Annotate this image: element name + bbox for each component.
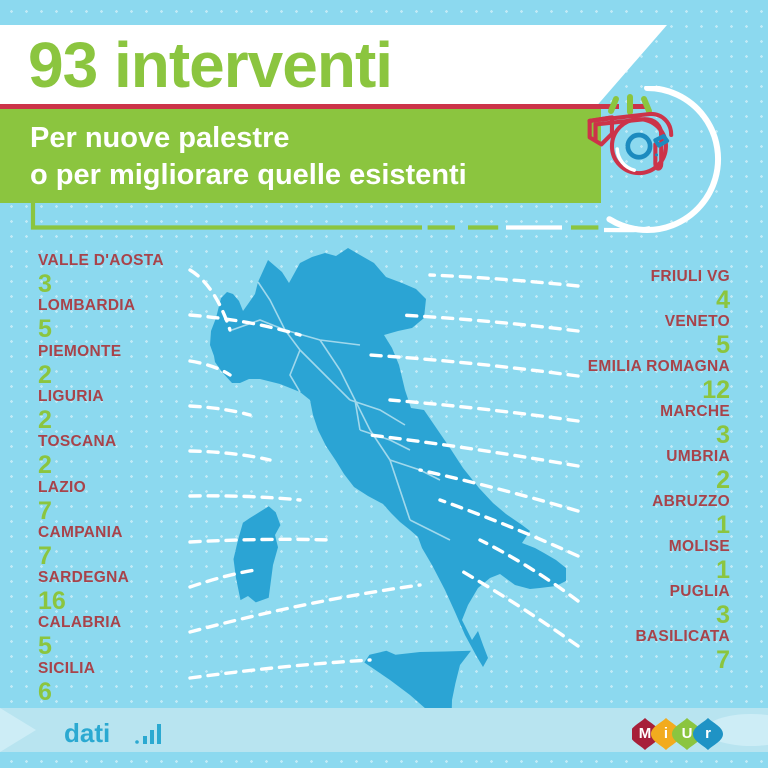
svg-text:r: r (705, 725, 711, 742)
svg-text:U: U (682, 725, 693, 742)
svg-text:M: M (639, 725, 652, 742)
svg-text:i: i (664, 725, 668, 742)
